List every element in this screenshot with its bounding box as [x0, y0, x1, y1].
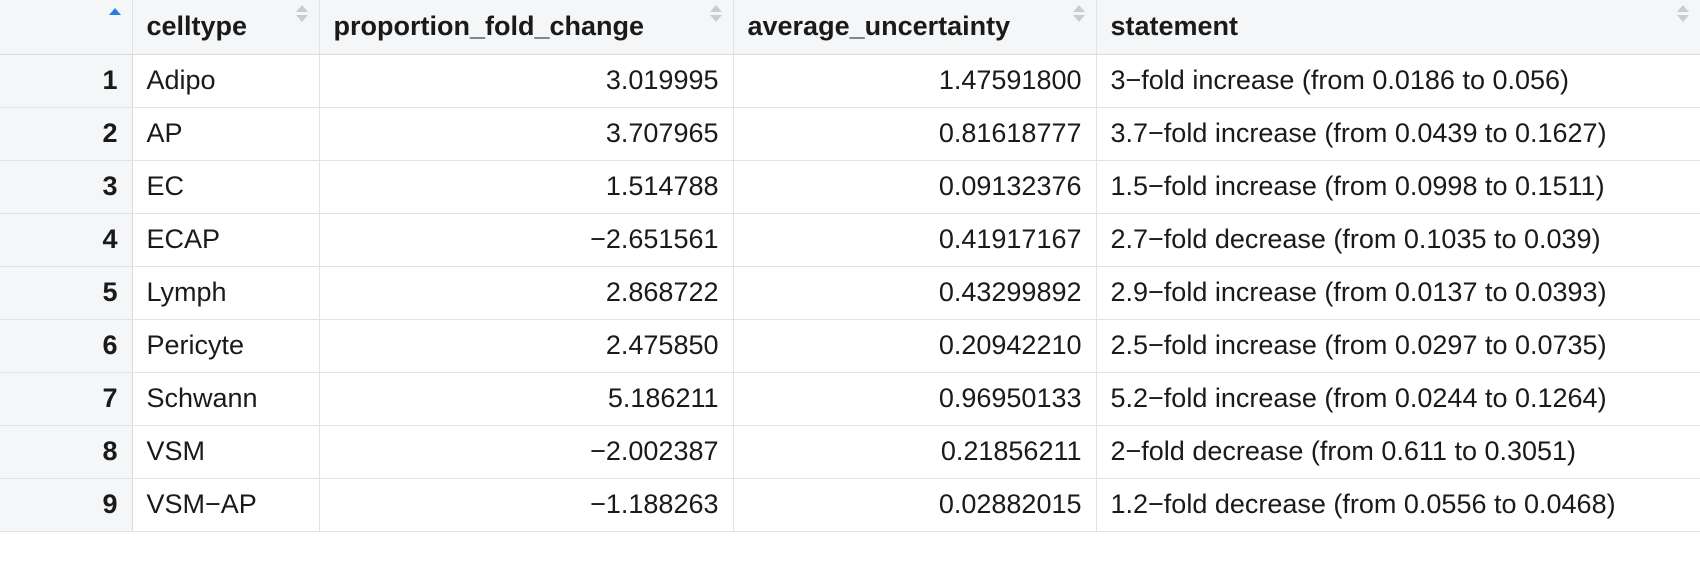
table-row: 7 Schwann 5.186211 0.96950133 5.2−fold i… — [0, 372, 1700, 426]
statement-cell: 2.9−fold increase (from 0.0137 to 0.0393… — [1096, 266, 1700, 320]
proportion-fold-change-cell: 5.186211 — [319, 372, 734, 426]
celltype-cell: VSM−AP — [132, 478, 320, 532]
proportion-fold-change-cell: −2.651561 — [319, 213, 734, 267]
column-header-average-uncertainty[interactable]: average_uncertainty — [733, 0, 1097, 55]
proportion-fold-change-cell: 3.019995 — [319, 54, 734, 108]
statement-cell: 2.7−fold decrease (from 0.1035 to 0.039) — [1096, 213, 1700, 267]
sort-toggle-icon[interactable] — [295, 5, 309, 27]
proportion-fold-change-cell: 2.868722 — [319, 266, 734, 320]
proportion-fold-change-cell: −2.002387 — [319, 425, 734, 479]
celltype-cell: ECAP — [132, 213, 320, 267]
statement-cell: 5.2−fold increase (from 0.0244 to 0.1264… — [1096, 372, 1700, 426]
average-uncertainty-cell: 1.47591800 — [733, 54, 1097, 108]
average-uncertainty-cell: 0.41917167 — [733, 213, 1097, 267]
row-index: 5 — [0, 266, 133, 320]
statement-cell: 1.5−fold increase (from 0.0998 to 0.1511… — [1096, 160, 1700, 214]
table-body: 1 Adipo 3.019995 1.47591800 3−fold incre… — [0, 54, 1700, 532]
average-uncertainty-cell: 0.02882015 — [733, 478, 1097, 532]
column-header-label: statement — [1110, 11, 1239, 42]
table-row: 5 Lymph 2.868722 0.43299892 2.9−fold inc… — [0, 266, 1700, 320]
table-header: celltype proportion_fold_change average_… — [0, 0, 1700, 55]
statement-cell: 2.5−fold increase (from 0.0297 to 0.0735… — [1096, 319, 1700, 373]
average-uncertainty-cell: 0.20942210 — [733, 319, 1097, 373]
row-index: 6 — [0, 319, 133, 373]
data-table: celltype proportion_fold_change average_… — [0, 0, 1700, 532]
row-index: 8 — [0, 425, 133, 479]
column-header-row-index[interactable] — [0, 0, 133, 55]
statement-cell: 3.7−fold increase (from 0.0439 to 0.1627… — [1096, 107, 1700, 161]
celltype-cell: Lymph — [132, 266, 320, 320]
table-row: 8 VSM −2.002387 0.21856211 2−fold decrea… — [0, 425, 1700, 479]
sort-toggle-icon[interactable] — [1676, 5, 1690, 27]
column-header-label: proportion_fold_change — [333, 11, 645, 42]
table-row: 9 VSM−AP −1.188263 0.02882015 1.2−fold d… — [0, 478, 1700, 532]
table-row: 3 EC 1.514788 0.09132376 1.5−fold increa… — [0, 160, 1700, 214]
table-row: 2 AP 3.707965 0.81618777 3.7−fold increa… — [0, 107, 1700, 161]
statement-cell: 1.2−fold decrease (from 0.0556 to 0.0468… — [1096, 478, 1700, 532]
average-uncertainty-cell: 0.43299892 — [733, 266, 1097, 320]
celltype-cell: Schwann — [132, 372, 320, 426]
sort-toggle-icon[interactable] — [709, 5, 723, 27]
row-index: 4 — [0, 213, 133, 267]
statement-cell: 3−fold increase (from 0.0186 to 0.056) — [1096, 54, 1700, 108]
table-row: 6 Pericyte 2.475850 0.20942210 2.5−fold … — [0, 319, 1700, 373]
statement-cell: 2−fold decrease (from 0.611 to 0.3051) — [1096, 425, 1700, 479]
row-index: 1 — [0, 54, 133, 108]
proportion-fold-change-cell: 2.475850 — [319, 319, 734, 373]
row-index: 3 — [0, 160, 133, 214]
column-header-proportion-fold-change[interactable]: proportion_fold_change — [319, 0, 734, 55]
proportion-fold-change-cell: 3.707965 — [319, 107, 734, 161]
column-header-label: celltype — [146, 11, 248, 42]
table-row: 4 ECAP −2.651561 0.41917167 2.7−fold dec… — [0, 213, 1700, 267]
average-uncertainty-cell: 0.96950133 — [733, 372, 1097, 426]
celltype-cell: EC — [132, 160, 320, 214]
row-index: 2 — [0, 107, 133, 161]
row-index: 7 — [0, 372, 133, 426]
header-row: celltype proportion_fold_change average_… — [0, 0, 1700, 55]
column-header-label: average_uncertainty — [747, 11, 1011, 42]
celltype-cell: Pericyte — [132, 319, 320, 373]
table-row: 1 Adipo 3.019995 1.47591800 3−fold incre… — [0, 54, 1700, 108]
column-header-celltype[interactable]: celltype — [132, 0, 320, 55]
proportion-fold-change-cell: −1.188263 — [319, 478, 734, 532]
proportion-fold-change-cell: 1.514788 — [319, 160, 734, 214]
column-header-statement[interactable]: statement — [1096, 0, 1700, 55]
celltype-cell: VSM — [132, 425, 320, 479]
average-uncertainty-cell: 0.81618777 — [733, 107, 1097, 161]
sort-toggle-icon[interactable] — [1072, 5, 1086, 27]
average-uncertainty-cell: 0.09132376 — [733, 160, 1097, 214]
sort-ascending-icon[interactable] — [108, 8, 122, 30]
celltype-cell: AP — [132, 107, 320, 161]
celltype-cell: Adipo — [132, 54, 320, 108]
average-uncertainty-cell: 0.21856211 — [733, 425, 1097, 479]
row-index: 9 — [0, 478, 133, 532]
